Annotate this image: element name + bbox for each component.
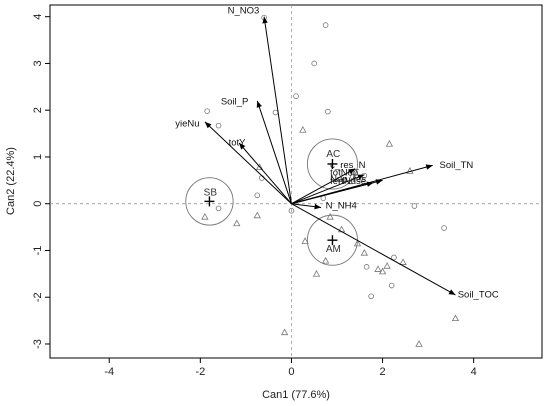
y-tick-label: 2 [32,107,44,113]
vector-label: N_NO3 [228,6,260,17]
vector-arrowhead [204,121,212,129]
group-label-am: AM [326,244,341,255]
vector-label: Soil_P [221,96,248,107]
point-triangle [301,237,309,244]
x-axis-label: Can1 (77.6%) [262,389,330,401]
point-circle [325,108,331,115]
point-triangle [353,239,362,247]
point-triangle [383,262,391,269]
vector-arrowhead [314,203,322,210]
point-circle [293,93,299,99]
point-circle [272,109,279,116]
vector-label: totY [229,137,247,148]
y-axis-label: Can2 (22.4%) [5,147,17,215]
x-tick-label: -4 [104,366,114,378]
group-circle-sb [185,177,234,226]
x-axis-ticks: -4 -2 0 2 4 [104,358,477,378]
y-tick-label: 0 [32,201,44,207]
point-triangle [399,258,407,265]
vector-label: c_res_N [330,160,366,171]
group-circle-ac [306,138,358,190]
point-circle [288,207,295,214]
vector-arrowhead [357,174,365,180]
point-circle [215,205,222,212]
point-triangle [312,270,321,277]
vector-line [291,174,365,205]
point-circle [254,192,261,199]
vector-arrowhead [348,168,356,175]
y-tick-label: -1 [32,246,44,256]
vector-line [263,16,292,204]
point-circle [204,108,210,114]
vector-label: N_NH4 [326,201,357,212]
point-circle [322,22,329,28]
point-triangle [326,212,334,220]
point-triangle [385,140,394,147]
point-circle [215,122,222,129]
reference-lines [50,5,542,358]
vector-arrowhead [375,179,383,185]
group-label-ac: AC [326,149,340,160]
x-tick-label: 4 [471,366,477,378]
point-triangle [280,328,289,336]
point-triangle [415,340,423,347]
vector-line [238,142,292,205]
point-triangle [374,265,382,272]
vector-arrowhead [425,164,433,170]
vector-label: yieNu [175,119,199,130]
vector-arrowhead [262,16,268,24]
y-tick-label: 3 [32,60,44,66]
y-tick-label: -3 [32,339,44,349]
group-label-sb: SB [204,187,218,198]
vector-arrowhead [239,142,246,150]
plot-frame [49,4,543,359]
y-axis-ticks: -3 -2 -1 0 1 2 3 4 [32,14,50,349]
y-tick-label: 1 [32,154,44,160]
y-tick-label: -2 [32,292,44,302]
point-triangle [255,163,264,171]
point-circle [411,203,418,209]
point-circle [388,282,395,289]
x-tick-label: -2 [195,366,205,378]
point-circle [368,293,374,300]
x-tick-label: 0 [288,366,294,378]
point-triangle [201,212,209,220]
point-circle [311,60,318,67]
point-triangle [321,256,330,264]
loading-vectors: N_NO3 Soil_P yieNu totY Soil_TN Soil_TOC N_NH4… [175,6,499,301]
vector-line [256,100,292,204]
point-triangle [451,314,460,322]
group-circles: SB AC AM [185,138,358,266]
vector-label: Soil_TN [440,160,474,171]
point-triangle [253,211,261,219]
y-tick-label: 4 [32,14,44,20]
point-circle [441,225,447,231]
vector-arrowhead [256,100,262,108]
vector-label: fertNuse [330,176,366,187]
point-triangle [299,126,307,133]
vector-line [291,168,356,205]
vector-line [204,121,292,205]
vector-line [291,203,456,296]
point-circle [363,264,370,270]
point-triangle [233,219,241,227]
vector-arrowhead [448,289,456,295]
point-triangle [360,248,369,256]
x-tick-label: 2 [379,366,385,378]
vector-label: Soil_TOC [458,289,499,300]
vector-label: Nup_res [330,174,366,185]
vector-arrowhead [366,181,374,187]
point-circle [391,254,397,261]
vector-label: totNup [330,167,358,178]
vector-line [291,182,374,205]
